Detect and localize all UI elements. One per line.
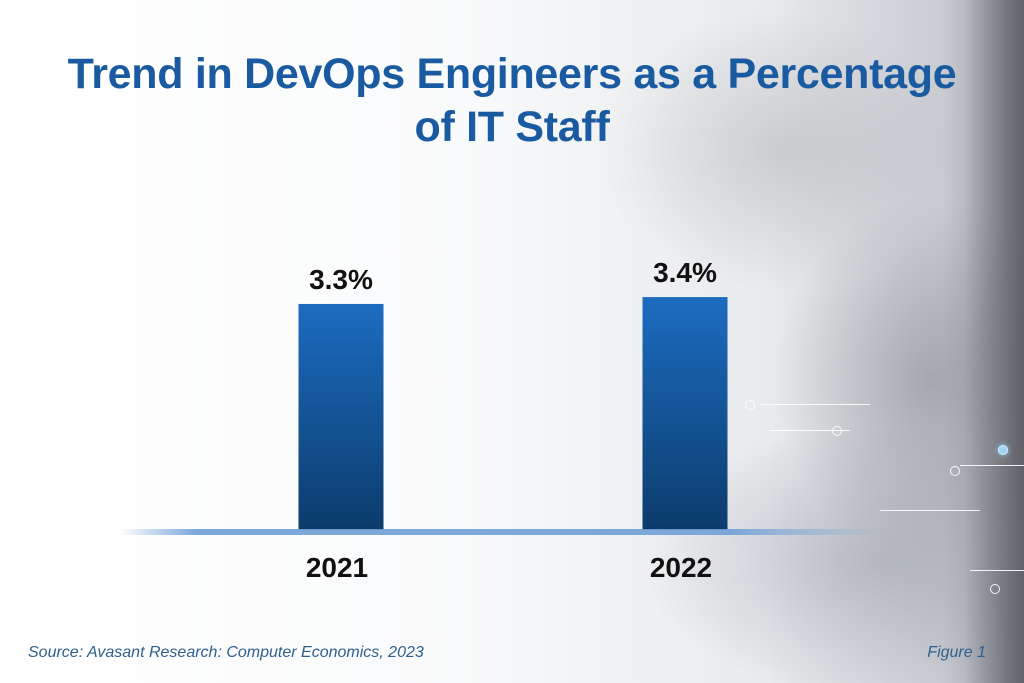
circuit-line	[880, 510, 980, 511]
labels-group: 3.3% 2021 3.4% 2022	[306, 257, 717, 583]
x-axis-baseline	[120, 529, 880, 535]
chart-title: Trend in DevOps Engineers as a Percentag…	[0, 48, 1024, 154]
circuit-node	[990, 584, 1000, 594]
circuit-line	[970, 570, 1024, 571]
chart-title-line-1: Trend in DevOps Engineers as a Percentag…	[67, 50, 957, 98]
bar-2021	[298, 303, 384, 530]
circuit-node	[998, 445, 1008, 455]
circuit-node	[950, 466, 960, 476]
circuit-line	[770, 430, 850, 431]
category-label-2022: 2022	[650, 552, 712, 583]
chart-title-line-2: of IT Staff	[414, 103, 610, 151]
bar-2022	[642, 297, 728, 530]
source-note: Source: Avasant Research: Computer Econo…	[28, 644, 424, 661]
circuit-node	[745, 400, 755, 410]
circuit-node	[832, 426, 842, 436]
circuit-line	[760, 404, 870, 405]
value-label-2021: 3.3%	[309, 264, 373, 295]
category-label-2021: 2021	[306, 552, 368, 583]
circuit-line	[960, 465, 1024, 466]
value-label-2022: 3.4%	[653, 257, 717, 288]
background-shade	[964, 0, 1024, 683]
bars-group	[298, 297, 728, 530]
figure-number: Figure 1	[927, 644, 986, 661]
